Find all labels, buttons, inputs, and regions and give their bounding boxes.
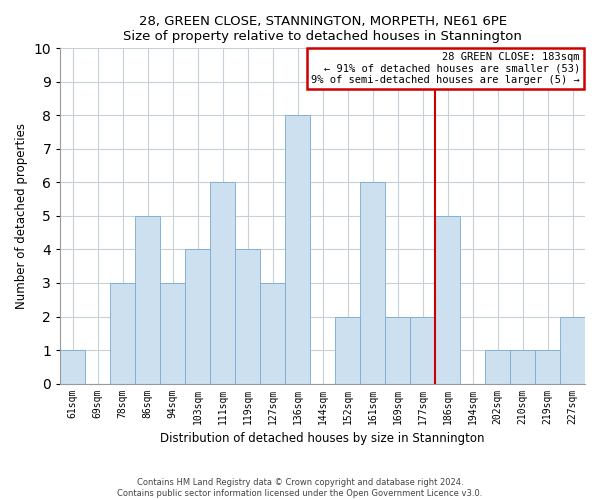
Text: 28 GREEN CLOSE: 183sqm
← 91% of detached houses are smaller (53)
9% of semi-deta: 28 GREEN CLOSE: 183sqm ← 91% of detached… bbox=[311, 52, 580, 85]
Bar bbox=[510, 350, 535, 384]
Bar bbox=[60, 350, 85, 384]
Bar bbox=[110, 283, 135, 384]
Bar bbox=[160, 283, 185, 384]
X-axis label: Distribution of detached houses by size in Stannington: Distribution of detached houses by size … bbox=[160, 432, 485, 445]
Y-axis label: Number of detached properties: Number of detached properties bbox=[15, 123, 28, 309]
Bar bbox=[360, 182, 385, 384]
Bar bbox=[260, 283, 285, 384]
Bar bbox=[135, 216, 160, 384]
Bar bbox=[335, 316, 360, 384]
Bar bbox=[535, 350, 560, 384]
Bar bbox=[385, 316, 410, 384]
Bar bbox=[285, 116, 310, 384]
Bar bbox=[435, 216, 460, 384]
Title: 28, GREEN CLOSE, STANNINGTON, MORPETH, NE61 6PE
Size of property relative to det: 28, GREEN CLOSE, STANNINGTON, MORPETH, N… bbox=[123, 15, 522, 43]
Bar bbox=[485, 350, 510, 384]
Bar bbox=[185, 250, 210, 384]
Bar bbox=[235, 250, 260, 384]
Bar bbox=[560, 316, 585, 384]
Text: Contains HM Land Registry data © Crown copyright and database right 2024.
Contai: Contains HM Land Registry data © Crown c… bbox=[118, 478, 482, 498]
Bar bbox=[410, 316, 435, 384]
Bar bbox=[210, 182, 235, 384]
